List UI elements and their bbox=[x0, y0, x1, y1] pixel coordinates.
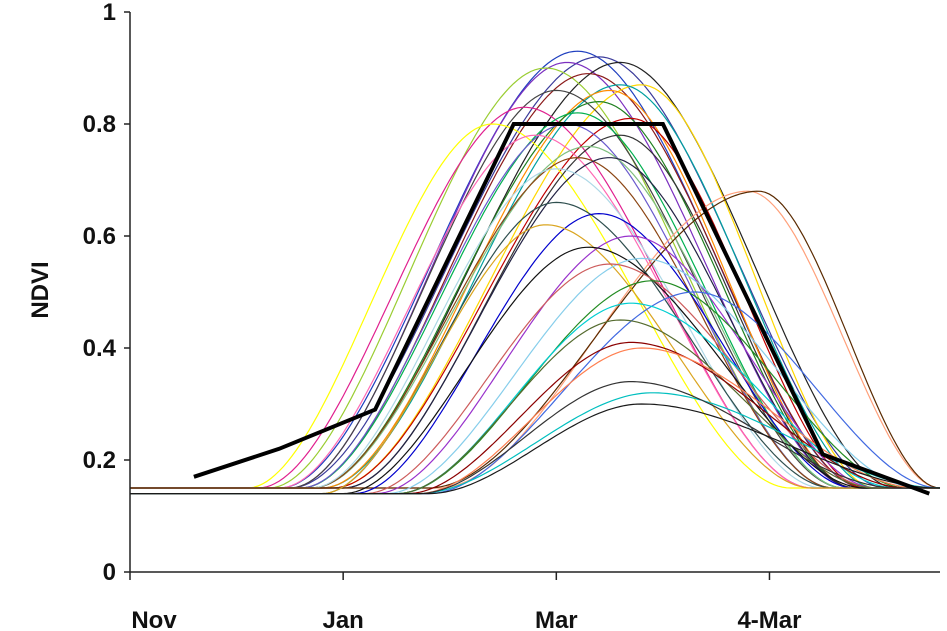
y-tick-group: 0 0.2 0.4 0.6 0.8 1 bbox=[83, 0, 130, 586]
x-tick-label: Nov bbox=[131, 607, 177, 631]
reference-series-layer bbox=[193, 122, 930, 496]
x-tick-label: Mar bbox=[535, 607, 578, 631]
ndvi-profile-line bbox=[130, 168, 940, 489]
ndvi-profile-line bbox=[130, 84, 940, 489]
y-tick-label: 0 bbox=[103, 559, 116, 586]
y-tick-label: 0.4 bbox=[83, 335, 117, 362]
ndvi-profile-line bbox=[130, 117, 940, 489]
ndvi-profile-line bbox=[130, 381, 940, 495]
y-axis-title: NDVI bbox=[27, 261, 54, 318]
ndvi-profile-line bbox=[130, 67, 940, 489]
x-tick-label: 4-Mar bbox=[737, 607, 801, 631]
y-tick-label: 1 bbox=[103, 0, 116, 26]
series-layer bbox=[130, 50, 941, 495]
ndvi-profile-line bbox=[130, 235, 940, 495]
ndvi-profile-line bbox=[130, 157, 940, 489]
ndvi-profile-line bbox=[130, 61, 940, 489]
x-tick-group: Nov Jan Mar 4-Mar bbox=[129, 572, 801, 631]
ndvi-profile-line bbox=[130, 156, 940, 489]
ndvi-profile-line bbox=[130, 403, 941, 495]
ndvi-profile-line bbox=[130, 291, 941, 495]
y-tick-label: 0.2 bbox=[83, 447, 116, 474]
ndvi-profile-line bbox=[130, 112, 940, 489]
ndvi-profile-line bbox=[130, 341, 940, 495]
ndvi-profile-line bbox=[130, 61, 940, 489]
y-tick-label: 0.6 bbox=[83, 223, 116, 250]
reference-profile-line bbox=[193, 122, 930, 496]
x-tick-label: Jan bbox=[322, 607, 363, 631]
y-tick-label: 0.8 bbox=[83, 111, 116, 138]
